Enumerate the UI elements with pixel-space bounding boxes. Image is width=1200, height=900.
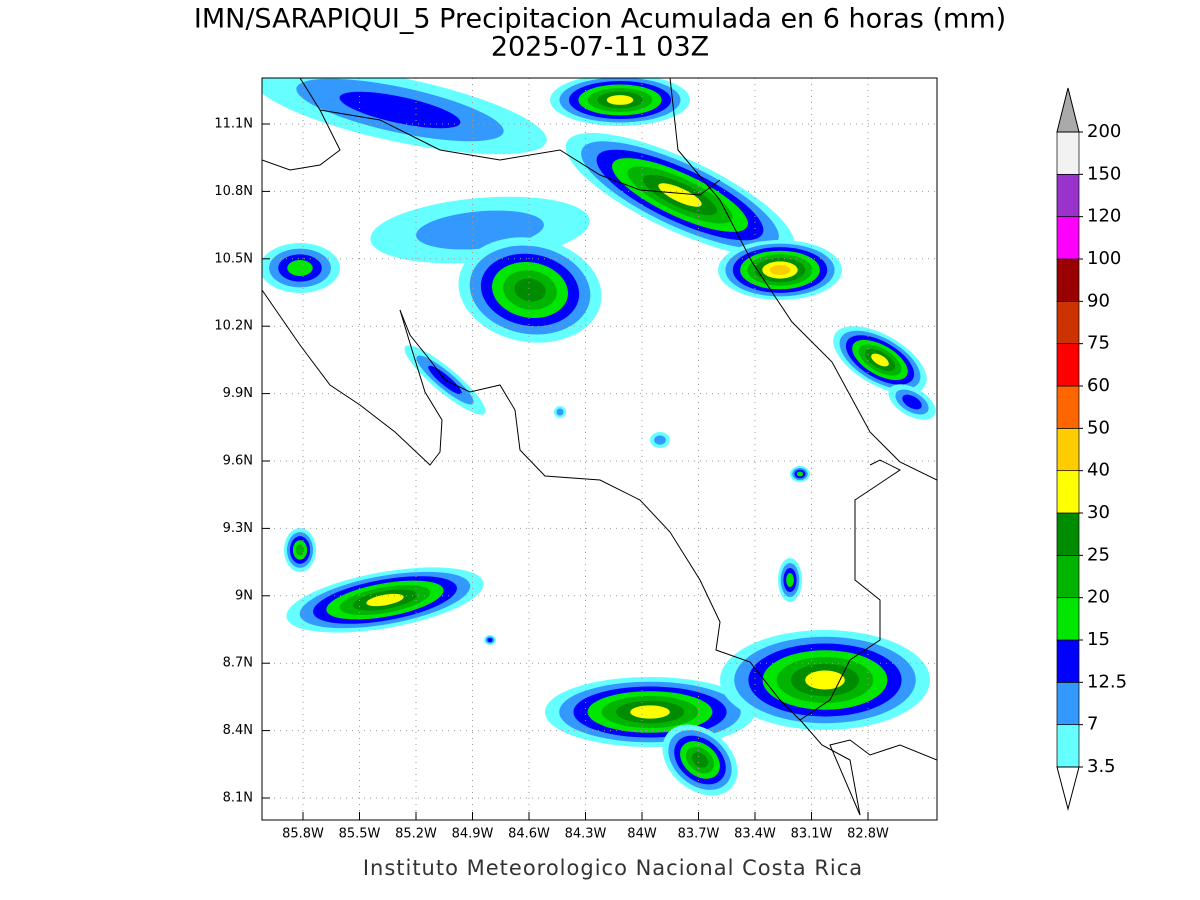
lon-label: 85.5W bbox=[339, 827, 381, 842]
coastline bbox=[262, 289, 443, 466]
precip-area bbox=[295, 544, 305, 556]
colorbar-label: 120 bbox=[1087, 206, 1121, 227]
lat-label: 8.1N bbox=[223, 791, 253, 806]
precip-area bbox=[691, 752, 709, 768]
colorbar-swatch bbox=[1056, 470, 1080, 514]
precip-area bbox=[606, 95, 634, 105]
colorbar-swatch bbox=[1056, 639, 1080, 683]
lon-label: 84.6W bbox=[508, 827, 550, 842]
lat-label: 10.2N bbox=[214, 319, 253, 334]
colorbar-label: 40 bbox=[1087, 460, 1110, 481]
coastlines bbox=[262, 78, 937, 816]
precip-area bbox=[514, 278, 546, 302]
footer: Instituto Meteorologico Nacional Costa R… bbox=[363, 856, 863, 880]
colorbar-swatch bbox=[1056, 385, 1080, 429]
precip-area bbox=[658, 183, 702, 207]
lon-label: 85.2W bbox=[395, 827, 437, 842]
colorbar: 3.5 7 12.5 15 20 25 30 40 50 60 75 90 100 120 150 200 bbox=[1056, 87, 1127, 811]
lon-label: 82.8W bbox=[847, 827, 889, 842]
lat-label: 9.3N bbox=[223, 521, 253, 536]
map-frame bbox=[261, 77, 938, 821]
precip-area bbox=[287, 260, 313, 276]
colorbar-label: 90 bbox=[1087, 290, 1110, 311]
lon-label: 83.7W bbox=[678, 827, 720, 842]
colorbar-swatch bbox=[1056, 512, 1080, 556]
graticule bbox=[262, 78, 937, 820]
lon-label: 84W bbox=[627, 827, 657, 842]
precip-area bbox=[556, 408, 564, 416]
colorbar-label: 7 bbox=[1087, 714, 1098, 735]
border bbox=[262, 78, 341, 171]
lat-label: 9N bbox=[235, 588, 253, 603]
colorbar-label: 150 bbox=[1087, 163, 1121, 184]
colorbar-label: 15 bbox=[1087, 629, 1110, 650]
colorbar-label: 25 bbox=[1087, 544, 1110, 565]
precip-area bbox=[796, 471, 804, 477]
precip-layer bbox=[262, 78, 936, 796]
precip-area bbox=[630, 705, 670, 719]
precip-area bbox=[339, 91, 461, 129]
colorbar-swatch bbox=[1056, 343, 1080, 387]
colorbar-label: 30 bbox=[1087, 502, 1110, 523]
colorbar-swatch bbox=[1056, 427, 1080, 472]
colorbar-swatch bbox=[1056, 216, 1080, 260]
precip-area bbox=[366, 593, 404, 607]
lat-label: 11.1N bbox=[214, 117, 253, 132]
colorbar-swatch bbox=[1056, 131, 1080, 175]
colorbar-label: 200 bbox=[1087, 121, 1121, 142]
coastline bbox=[669, 78, 937, 481]
lon-label: 84.9W bbox=[452, 827, 494, 842]
colorbar-label: 75 bbox=[1087, 333, 1110, 354]
lat-label: 8.7N bbox=[223, 656, 253, 671]
colorbar-over bbox=[1056, 87, 1080, 133]
colorbar-label: 60 bbox=[1087, 375, 1110, 396]
lat-label: 10.8N bbox=[214, 184, 253, 199]
colorbar-swatch bbox=[1056, 681, 1080, 726]
precip-area bbox=[805, 670, 845, 690]
colorbar-swatch bbox=[1056, 554, 1080, 599]
precip-area bbox=[769, 265, 791, 275]
colorbar-label: 100 bbox=[1087, 248, 1121, 269]
precip-area bbox=[786, 573, 794, 587]
title: IMN/SARAPIQUI_5 Precipitacion Acumulada … bbox=[194, 4, 1006, 35]
lat-label: 9.6N bbox=[223, 454, 253, 469]
colorbar-under bbox=[1056, 766, 1080, 811]
colorbar-label: 3.5 bbox=[1087, 756, 1116, 777]
precip-area bbox=[654, 435, 666, 445]
colorbar-swatch bbox=[1056, 173, 1080, 218]
lon-label: 83.4W bbox=[734, 827, 776, 842]
colorbar-swatch bbox=[1056, 258, 1080, 302]
coastline bbox=[399, 309, 861, 816]
lat-label: 9.9N bbox=[223, 386, 253, 401]
lat-label: 8.4N bbox=[223, 723, 253, 738]
colorbar-label: 20 bbox=[1087, 587, 1110, 608]
precip-area bbox=[871, 353, 889, 367]
lon-label: 84.3W bbox=[565, 827, 607, 842]
border bbox=[799, 459, 901, 721]
lon-label: 83.1W bbox=[791, 827, 833, 842]
colorbar-swatch bbox=[1056, 300, 1080, 345]
colorbar-label: 12.5 bbox=[1087, 671, 1127, 692]
precip-area bbox=[487, 637, 493, 643]
precip-area bbox=[902, 394, 922, 410]
coastline bbox=[829, 739, 937, 816]
lat-label: 10.5N bbox=[214, 251, 253, 266]
subtitle: 2025-07-11 03Z bbox=[491, 32, 709, 63]
lon-label: 85.8W bbox=[282, 827, 324, 842]
border bbox=[319, 109, 721, 196]
colorbar-swatch bbox=[1056, 724, 1080, 768]
colorbar-label: 50 bbox=[1087, 417, 1110, 438]
colorbar-swatch bbox=[1056, 597, 1080, 641]
